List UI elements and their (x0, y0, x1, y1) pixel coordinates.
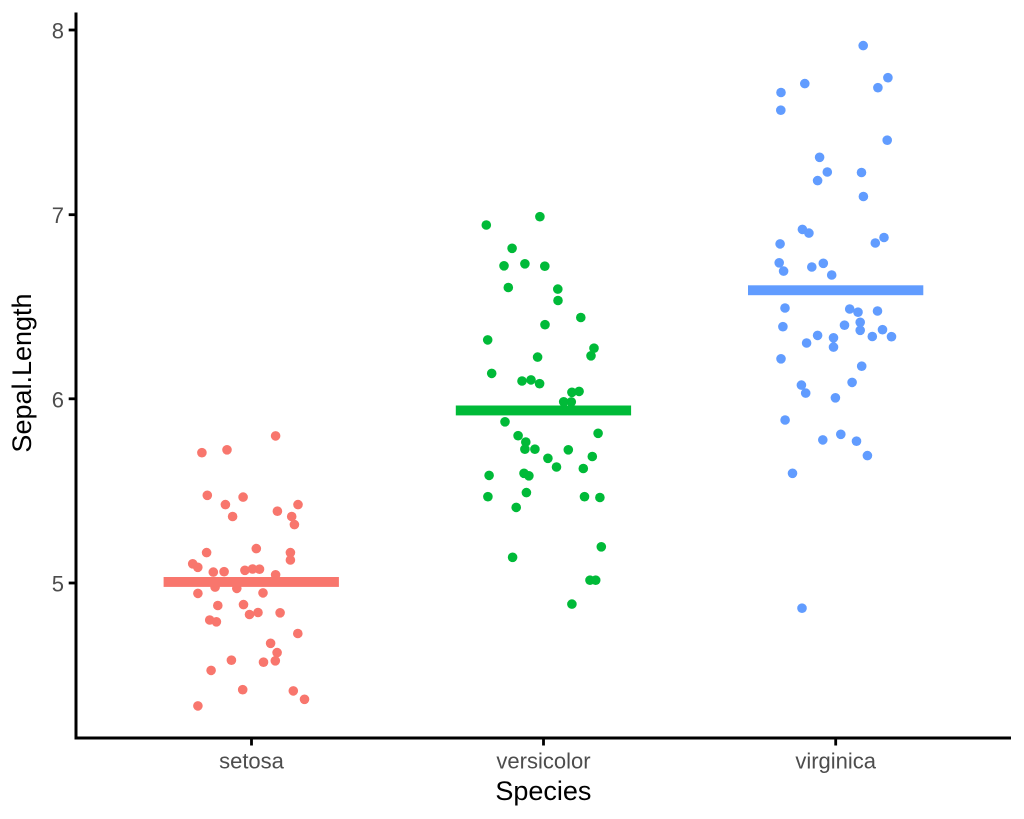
svg-text:versicolor: versicolor (496, 749, 590, 774)
svg-text:setosa: setosa (219, 749, 285, 774)
svg-text:virginica: virginica (795, 749, 876, 774)
svg-text:5: 5 (52, 572, 64, 597)
svg-text:Sepal.Length: Sepal.Length (7, 293, 37, 452)
svg-text:7: 7 (52, 203, 64, 228)
svg-text:8: 8 (52, 19, 64, 44)
svg-text:Species: Species (495, 776, 591, 806)
svg-text:6: 6 (52, 387, 64, 412)
